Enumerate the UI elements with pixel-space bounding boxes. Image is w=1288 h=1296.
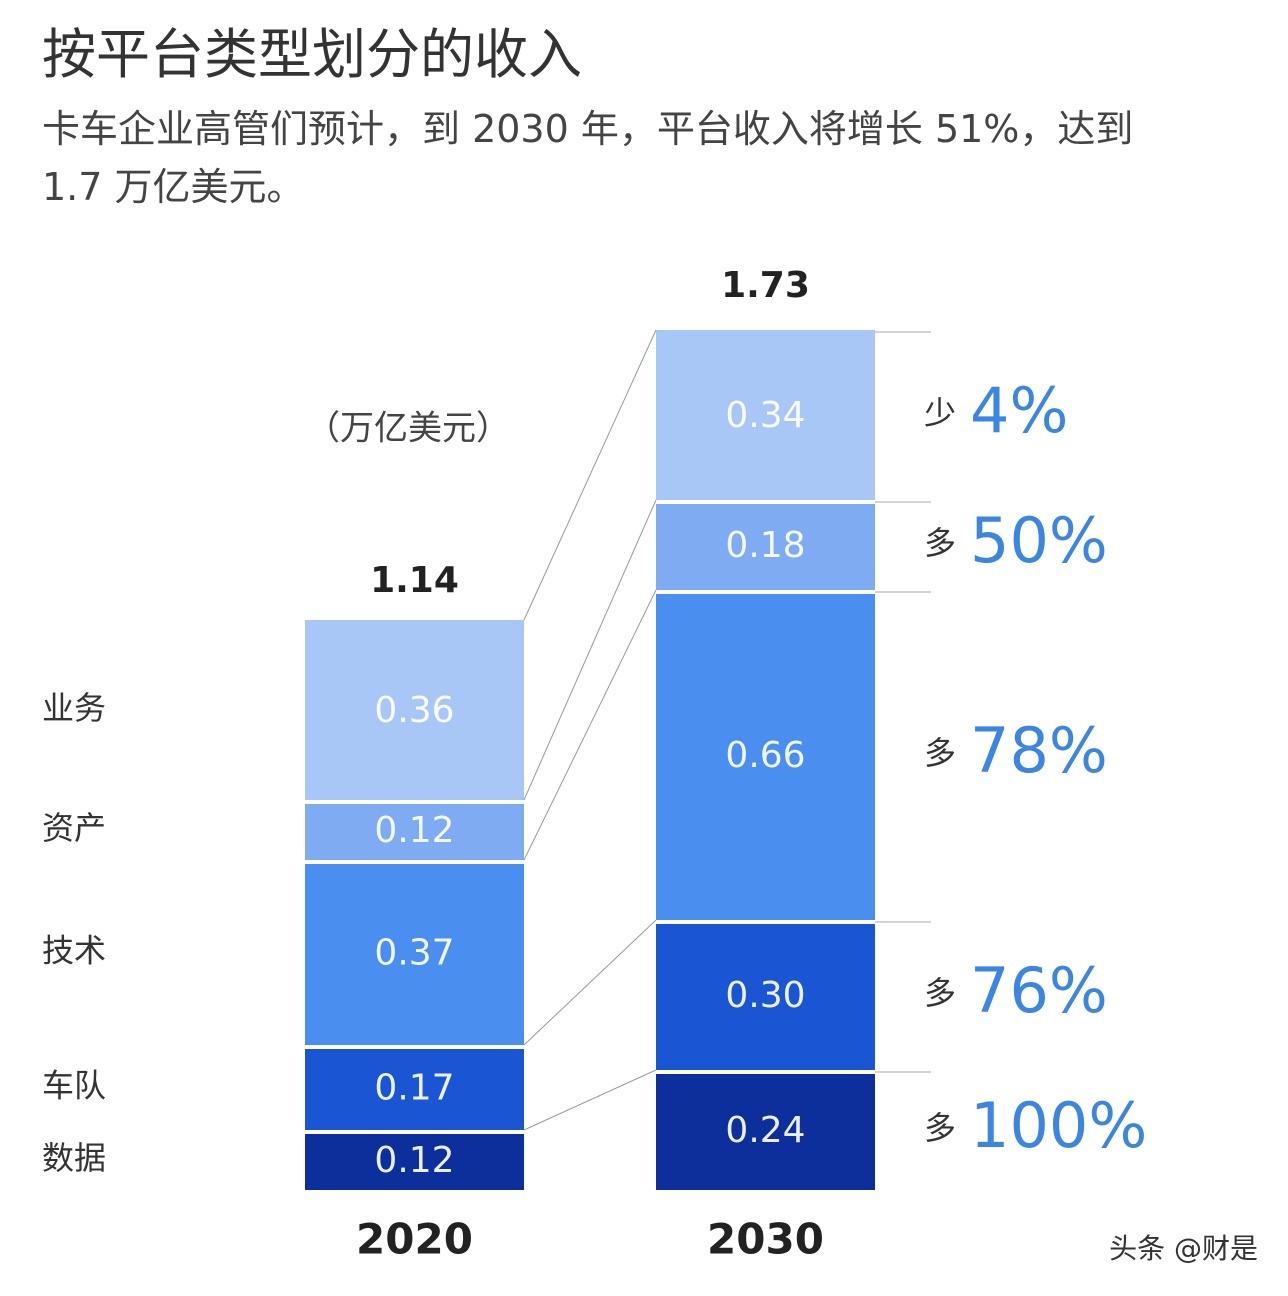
bar-segment xyxy=(656,924,875,1070)
value-label: 0.36 xyxy=(374,690,454,731)
bar-segment xyxy=(656,330,875,500)
x-tick-label: 2030 xyxy=(707,1215,824,1264)
connector xyxy=(523,919,657,1046)
total-label: 1.14 xyxy=(370,560,459,601)
change-word: 多 xyxy=(924,1109,956,1147)
value-label: 0.12 xyxy=(374,1140,454,1181)
bar-segment xyxy=(656,504,875,590)
change-label: 76% xyxy=(970,954,1108,1027)
x-tick-label: 2020 xyxy=(356,1215,473,1264)
change-label: 100% xyxy=(970,1089,1147,1162)
bar-segment xyxy=(656,1074,875,1190)
value-label: 0.66 xyxy=(725,735,805,776)
change-label: 4% xyxy=(970,374,1068,447)
series-label: 业务 xyxy=(42,689,106,727)
value-label: 0.18 xyxy=(725,525,805,566)
watermark: 头条 @财是 xyxy=(1109,1232,1258,1265)
bar-segment xyxy=(305,1049,524,1130)
bar-segment xyxy=(656,594,875,920)
change-word: 多 xyxy=(924,734,956,772)
connector xyxy=(523,329,657,621)
change-word: 多 xyxy=(924,524,956,562)
series-label: 车队 xyxy=(42,1067,106,1105)
value-label: 0.37 xyxy=(374,933,454,974)
bar-segment xyxy=(305,620,524,800)
bar-segment xyxy=(305,864,524,1045)
connector xyxy=(523,499,657,801)
total-label: 1.73 xyxy=(721,265,810,306)
value-label: 0.30 xyxy=(725,975,805,1016)
bar-segment xyxy=(305,1134,524,1190)
value-label: 0.34 xyxy=(725,395,805,436)
change-label: 78% xyxy=(970,714,1108,787)
change-word: 少 xyxy=(924,394,956,432)
value-label: 0.17 xyxy=(374,1068,454,1109)
connector xyxy=(523,589,657,861)
series-label: 数据 xyxy=(42,1139,106,1177)
series-label: 资产 xyxy=(42,809,106,847)
series-label: 技术 xyxy=(42,932,106,970)
connector xyxy=(523,1069,657,1131)
unit-label: （万亿美元） xyxy=(306,409,510,449)
bar-segment xyxy=(305,804,524,860)
change-word: 多 xyxy=(924,974,956,1012)
change-label: 50% xyxy=(970,504,1108,577)
chart-title: 按平台类型划分的收入 xyxy=(42,23,582,86)
value-label: 0.24 xyxy=(725,1110,805,1151)
value-label: 0.12 xyxy=(374,810,454,851)
chart-subtitle: 卡车企业高管们预计，到 2030 年，平台收入将增长 51%，达到 1.7 万亿… xyxy=(42,107,1134,209)
